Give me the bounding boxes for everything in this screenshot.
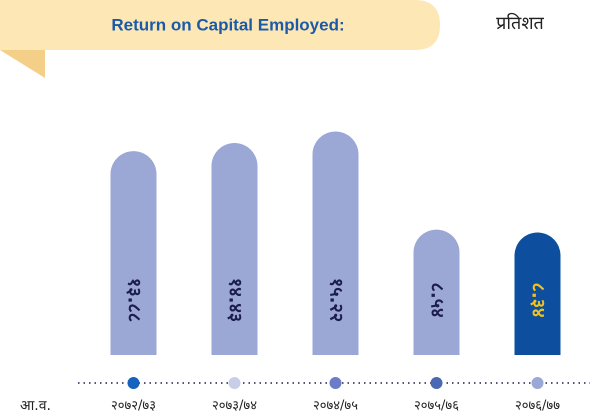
- x-tick-label: २०७५/७६: [414, 399, 459, 414]
- x-tick-label: २०७४/७५: [313, 399, 358, 414]
- timeline-marker: [430, 377, 443, 389]
- x-tick-label: २०७६/७७: [515, 399, 560, 414]
- bar: [211, 143, 258, 355]
- timeline-marker: [228, 377, 241, 389]
- banner-fold: [0, 50, 45, 78]
- value-label: १५.२२: [326, 278, 347, 322]
- title-banner: [0, 0, 440, 50]
- x-axis-label: आ.व.: [20, 398, 51, 414]
- timeline-marker: [329, 377, 342, 389]
- chart-title: Return on Capital Employed:: [111, 15, 344, 34]
- x-tick-label: २०७३/७४: [212, 399, 257, 414]
- value-label: ८.३४: [528, 283, 549, 318]
- value-label: १४.४३: [225, 278, 246, 322]
- bar: [110, 151, 157, 355]
- timeline-marker: [127, 377, 140, 389]
- bar: [514, 232, 561, 355]
- x-tick-label: २०७२/७३: [111, 399, 156, 414]
- value-label: ८.५४: [427, 283, 448, 318]
- bar: [312, 131, 359, 355]
- bar: [413, 229, 460, 355]
- unit-label: प्रतिशत: [496, 12, 544, 34]
- timeline-marker: [531, 377, 544, 389]
- value-label: १३.८८: [124, 278, 145, 322]
